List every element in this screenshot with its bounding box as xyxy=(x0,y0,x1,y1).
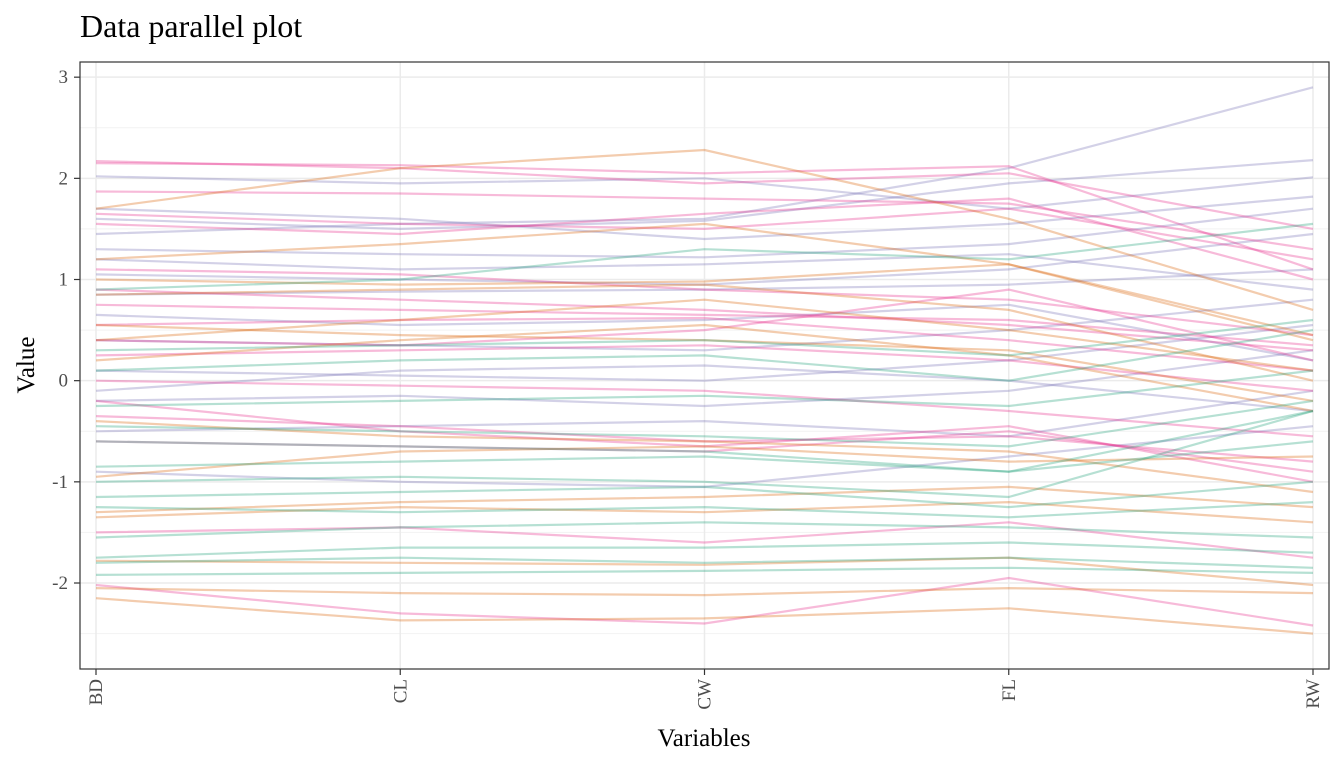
series-line-51 xyxy=(95,501,1314,519)
series-line-18 xyxy=(95,197,1314,281)
y-tick-label: -2 xyxy=(52,573,68,594)
series-line-41 xyxy=(95,597,1314,635)
series-line-24 xyxy=(95,415,1314,463)
series-line-52 xyxy=(95,521,1314,539)
series-line-32 xyxy=(95,148,1314,311)
series-line-0 xyxy=(95,86,1314,236)
y-axis-title: Value xyxy=(13,337,40,394)
series-line-49 xyxy=(95,440,1314,473)
x-axis: BD CL CW FL RW xyxy=(86,669,1324,710)
series-line-36 xyxy=(95,323,1314,413)
y-tick-label: 0 xyxy=(59,371,69,392)
series-line-11 xyxy=(95,425,1314,488)
series-line-14 xyxy=(95,364,1314,413)
series-line-28 xyxy=(95,576,1314,627)
series-line-16 xyxy=(95,160,1314,230)
y-axis: -2 -1 0 1 2 3 xyxy=(52,67,80,594)
x-tick-label-cw: CW xyxy=(695,679,716,710)
grid-lines xyxy=(80,62,1329,669)
series-line-54 xyxy=(95,566,1314,576)
series-line-6 xyxy=(95,268,1314,296)
series-line-57 xyxy=(95,399,1314,448)
x-tick-label-cl: CL xyxy=(390,679,411,703)
series-line-4 xyxy=(95,207,1314,259)
series-line-34 xyxy=(95,283,1314,382)
y-tick-label: 3 xyxy=(59,67,69,88)
x-tick-label-fl: FL xyxy=(999,679,1020,701)
series-line-43 xyxy=(95,298,1314,372)
y-tick-label: -1 xyxy=(52,472,68,493)
series-line-7 xyxy=(95,298,1314,352)
series-line-22 xyxy=(95,344,1314,392)
series-line-3 xyxy=(95,195,1314,241)
series-line-37 xyxy=(95,445,1314,478)
x-tick-label-bd: BD xyxy=(86,679,107,705)
series-line-59 xyxy=(95,556,1314,569)
series-line-8 xyxy=(95,323,1314,382)
series-line-58 xyxy=(95,409,1314,499)
series-line-48 xyxy=(95,409,1314,473)
series-line-33 xyxy=(95,222,1314,342)
series-line-44 xyxy=(95,420,1314,494)
series-line-23 xyxy=(95,379,1314,438)
series-line-25 xyxy=(95,430,1314,473)
y-tick-label: 1 xyxy=(59,270,69,291)
series-line-31 xyxy=(95,288,1314,362)
y-tick-label: 2 xyxy=(59,168,69,189)
series-line-40 xyxy=(95,556,1314,587)
series-line-12 xyxy=(95,303,1314,362)
series-line-53 xyxy=(95,541,1314,559)
series-line-9 xyxy=(95,349,1314,408)
series-line-1 xyxy=(95,159,1314,230)
series-line-29 xyxy=(95,303,1314,347)
series-lines xyxy=(95,86,1314,635)
series-line-38 xyxy=(95,485,1314,514)
series-line-46 xyxy=(95,329,1314,382)
chart-title: Data parallel plot xyxy=(80,8,303,44)
series-line-19 xyxy=(95,268,1314,337)
series-line-35 xyxy=(95,323,1314,402)
series-line-27 xyxy=(95,521,1314,559)
series-line-13 xyxy=(95,253,1314,291)
series-line-47 xyxy=(95,369,1314,408)
series-line-30 xyxy=(95,207,1314,261)
series-line-45 xyxy=(95,263,1314,337)
series-line-20 xyxy=(95,288,1314,352)
series-line-2 xyxy=(95,175,1314,210)
series-line-50 xyxy=(95,480,1314,509)
series-line-21 xyxy=(95,316,1314,372)
series-line-42 xyxy=(95,587,1314,597)
series-line-56 xyxy=(95,222,1314,291)
series-line-17 xyxy=(95,190,1314,251)
series-line-39 xyxy=(95,501,1314,524)
series-line-10 xyxy=(95,389,1314,438)
x-axis-title: Variables xyxy=(657,725,750,752)
x-tick-label-rw: RW xyxy=(1303,679,1324,709)
series-line-5 xyxy=(95,232,1314,286)
series-line-55 xyxy=(95,318,1314,357)
series-line-15 xyxy=(95,162,1314,271)
series-line-26 xyxy=(95,399,1314,483)
